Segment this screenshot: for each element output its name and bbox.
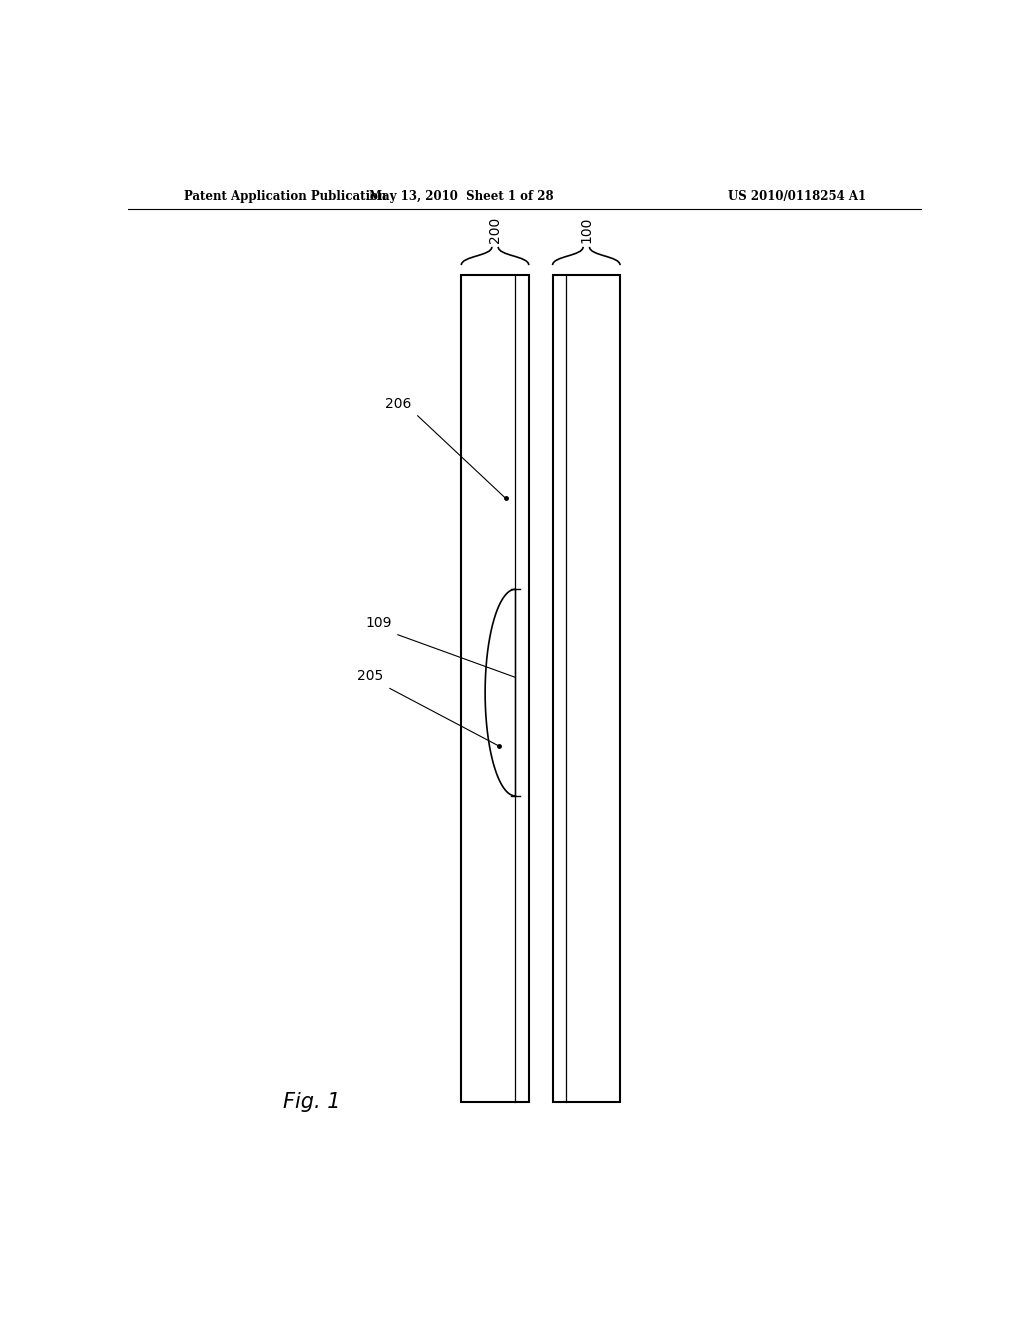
Text: 205: 205 — [357, 669, 384, 684]
Text: 200: 200 — [488, 216, 502, 243]
Text: Fig. 1: Fig. 1 — [283, 1092, 340, 1111]
Text: May 13, 2010  Sheet 1 of 28: May 13, 2010 Sheet 1 of 28 — [369, 190, 554, 202]
Bar — [553, 276, 621, 1102]
Bar — [461, 276, 528, 1102]
Text: 100: 100 — [580, 216, 593, 243]
Text: Patent Application Publication: Patent Application Publication — [183, 190, 386, 202]
Text: US 2010/0118254 A1: US 2010/0118254 A1 — [728, 190, 866, 202]
Text: 206: 206 — [385, 397, 412, 411]
Text: 109: 109 — [365, 615, 391, 630]
